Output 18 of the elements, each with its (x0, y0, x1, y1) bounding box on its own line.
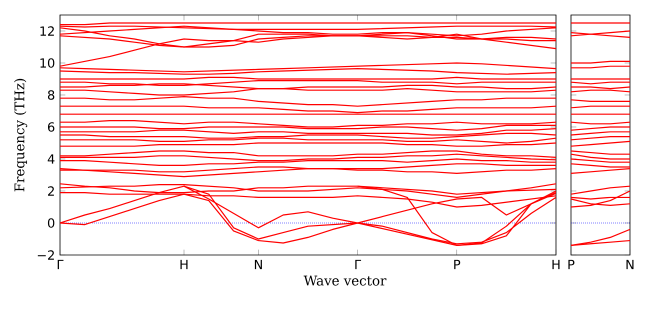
x-tick-label: Γ (355, 260, 362, 270)
x-tick-label: H (552, 260, 560, 270)
x-tick-label: Γ (58, 260, 64, 270)
y-tick-label: 12 (40, 26, 54, 36)
y-tick-label: 10 (40, 58, 54, 68)
y-tick-label: −2 (38, 250, 54, 260)
x-tick-label: H (180, 260, 188, 270)
y-tick-label: 8 (48, 90, 54, 100)
y-tick-label: 0 (48, 218, 54, 228)
x-tick-label: N (254, 260, 262, 270)
y-tick-label: 6 (48, 122, 54, 132)
x-tick-label: N (626, 260, 634, 270)
x-tick-label: P (568, 260, 574, 270)
x-tick-label: P (454, 260, 460, 270)
y-axis-title: Frequency (THz) (14, 78, 28, 192)
y-tick-label: 4 (48, 154, 54, 164)
x-axis-title: Wave vector (304, 276, 386, 286)
y-tick-label: 2 (48, 186, 54, 196)
